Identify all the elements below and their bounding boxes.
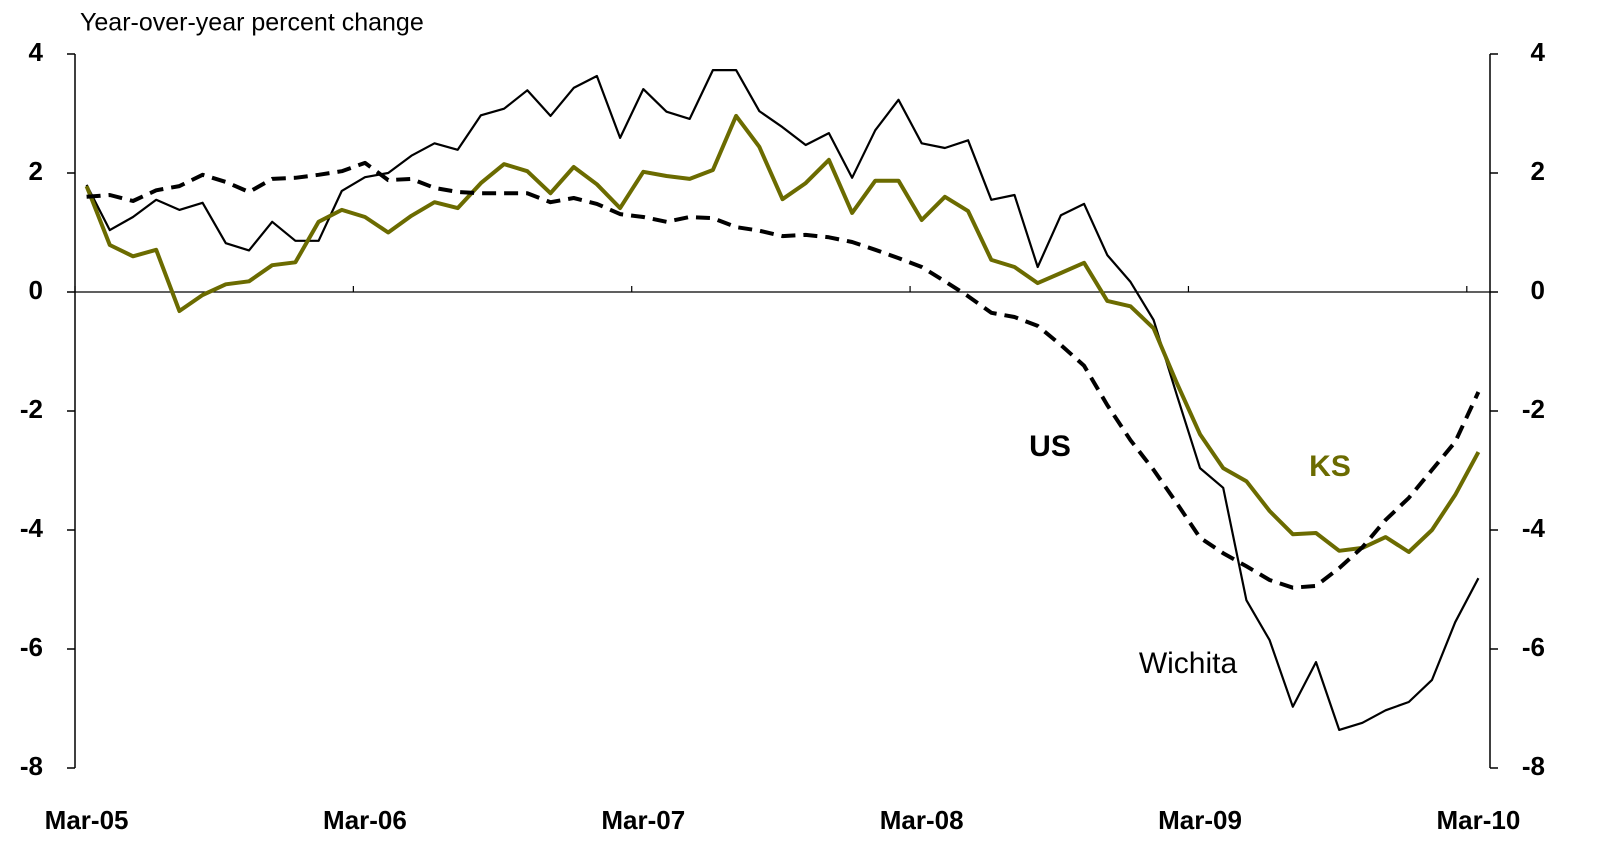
y-tick-label: -6	[20, 632, 43, 662]
y2-tick-label: 2	[1531, 156, 1545, 186]
y2-tick-label: 0	[1531, 275, 1545, 305]
y2-tick-label: -4	[1522, 513, 1546, 543]
series-label: US	[1029, 430, 1071, 463]
y-tick-label: -4	[20, 513, 44, 543]
x-tick-label: Mar-09	[1158, 805, 1242, 835]
y-tick-label: 4	[29, 37, 44, 67]
series-label: KS	[1309, 450, 1351, 483]
y-tick-label: 2	[29, 156, 43, 186]
series-label: Wichita	[1139, 647, 1238, 680]
x-tick-label: Mar-08	[880, 805, 964, 835]
series-line	[86, 160, 1481, 590]
x-tick-label: Mar-06	[323, 805, 407, 835]
x-tick-label: Mar-10	[1436, 805, 1520, 835]
y-tick-label: -2	[20, 394, 43, 424]
y2-tick-label: -6	[1522, 632, 1545, 662]
series-line	[85, 69, 1480, 731]
x-tick-label: Mar-07	[601, 805, 685, 835]
y-axis-label: Year-over-year percent change	[80, 9, 424, 37]
series-line	[84, 113, 1481, 554]
y2-tick-label: -2	[1522, 394, 1545, 424]
x-tick-label: Mar-05	[45, 805, 129, 835]
y2-tick-label: 4	[1531, 37, 1546, 67]
y-tick-label: -8	[20, 751, 43, 781]
y2-tick-label: -8	[1522, 751, 1545, 781]
y-tick-label: 0	[29, 275, 43, 305]
